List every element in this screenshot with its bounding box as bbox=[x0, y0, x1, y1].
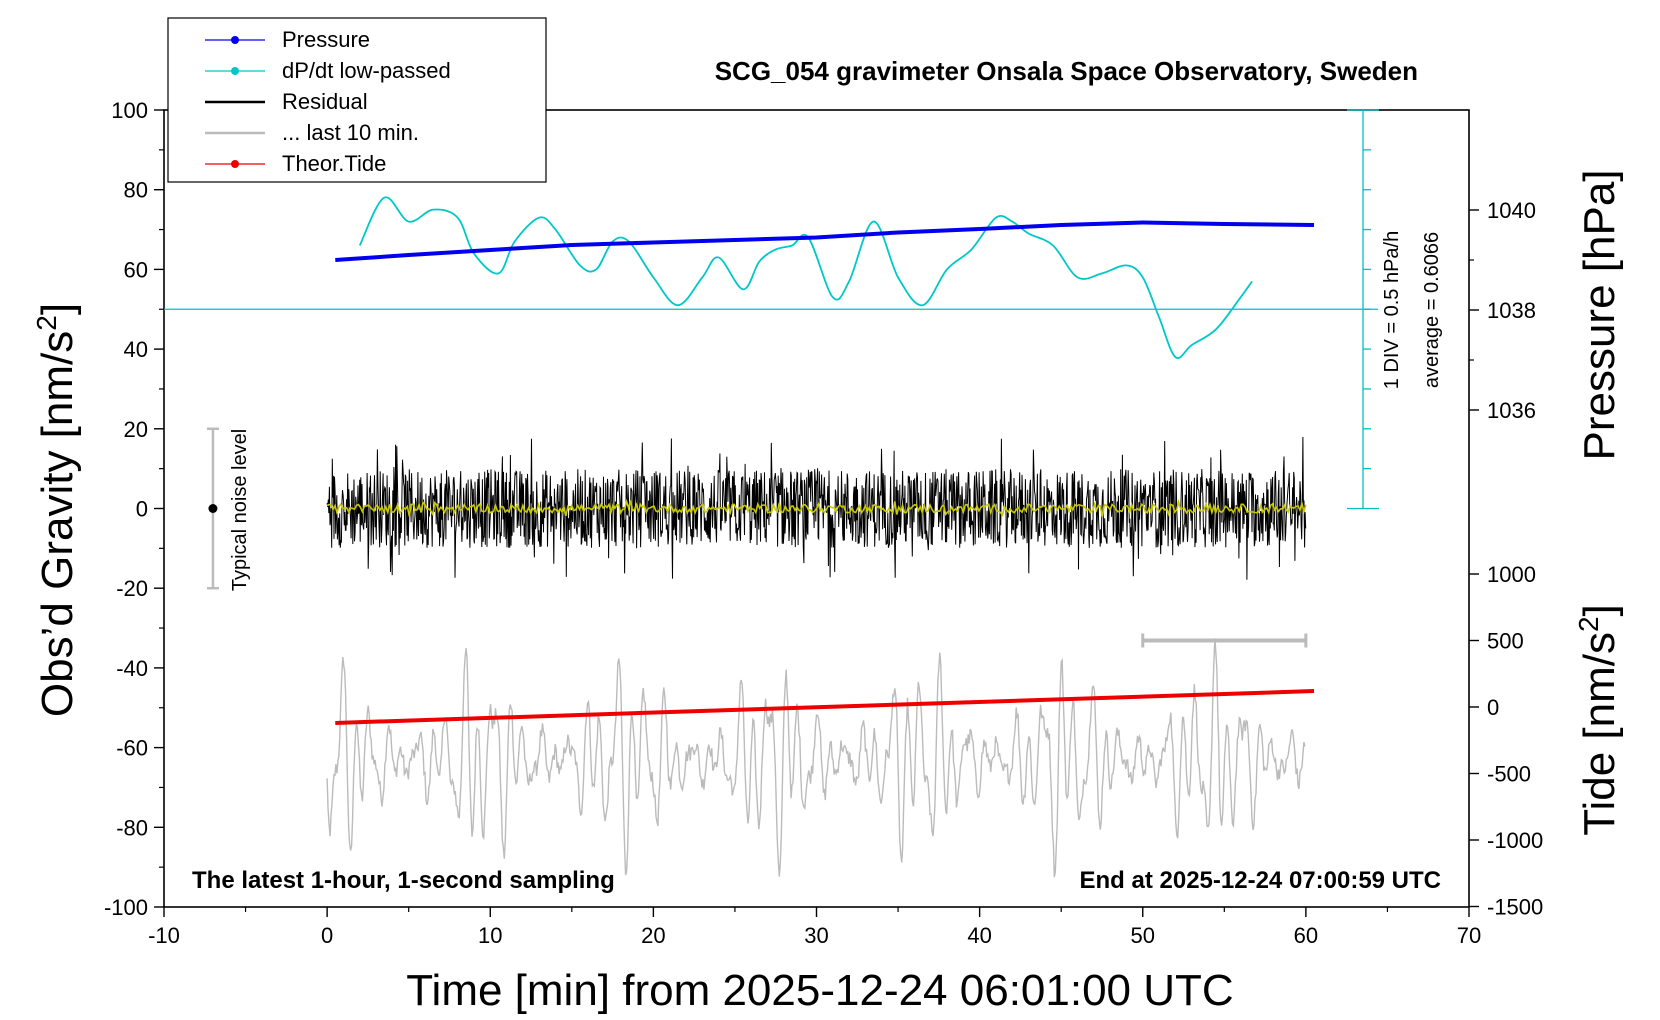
pressure-tick-label: 1036 bbox=[1487, 398, 1536, 423]
footer-right-label: End at 2025-12-24 07:00:59 UTC bbox=[1080, 867, 1442, 894]
y-tick-label: -40 bbox=[116, 656, 148, 681]
legend-label: Residual bbox=[282, 89, 368, 114]
x-tick-label: 70 bbox=[1457, 923, 1481, 948]
tide-line bbox=[335, 689, 1315, 725]
scale-div-label: 1 DIV = 0.5 hPa/h bbox=[1381, 231, 1403, 389]
y-tick-label: 80 bbox=[124, 178, 148, 203]
pressure-line bbox=[335, 220, 1315, 262]
noise-level-label: Typical noise level bbox=[229, 429, 251, 591]
pressure-axis-label: Pressure [hPa] bbox=[1575, 169, 1624, 460]
tide-tick-label: -500 bbox=[1487, 762, 1531, 787]
tide-tick-label: -1500 bbox=[1487, 895, 1543, 920]
y-tick-label: 100 bbox=[111, 98, 148, 123]
x-tick-label: 50 bbox=[1131, 923, 1155, 948]
residual-line bbox=[326, 436, 1307, 580]
dpdt-line bbox=[358, 196, 1253, 359]
y-tick-label: -20 bbox=[116, 576, 148, 601]
x-tick-label: -10 bbox=[148, 923, 180, 948]
y-axis-label: Obs’d Gravity [nm/s2] bbox=[31, 303, 82, 717]
x-tick-label: 20 bbox=[641, 923, 665, 948]
legend-label: dP/dt low-passed bbox=[282, 58, 451, 83]
legend-marker bbox=[231, 36, 239, 44]
y-tick-label: 20 bbox=[124, 417, 148, 442]
x-tick-label: 30 bbox=[804, 923, 828, 948]
x-tick-label: 0 bbox=[321, 923, 333, 948]
y-tick-label: 0 bbox=[136, 497, 148, 522]
legend: Pressure dP/dt low-passed Residual ... last… bbox=[167, 17, 547, 183]
x-tick-label: 10 bbox=[478, 923, 502, 948]
pressure-tick-label: 1038 bbox=[1487, 298, 1536, 323]
axes-layer: -10 0 10 20 30 40 50 60 70-100-80-60-40-20020406… bbox=[31, 98, 1624, 948]
footer-left-label: The latest 1-hour, 1-second sampling bbox=[192, 867, 615, 894]
series-layer bbox=[164, 109, 1379, 878]
last-10-min-line bbox=[326, 638, 1306, 878]
chart-title: SCG_054 gravimeter Onsala Space Observat… bbox=[715, 56, 1418, 86]
legend-label: Theor.Tide bbox=[282, 151, 386, 176]
tide-tick-label: 1000 bbox=[1487, 562, 1536, 587]
y-tick-label: -60 bbox=[116, 736, 148, 761]
legend-label: ... last 10 min. bbox=[282, 120, 419, 145]
residual-smoothed-line bbox=[326, 498, 1307, 518]
average-label: average = 0.6066 bbox=[1421, 232, 1443, 388]
pressure-tick-label: 1040 bbox=[1487, 198, 1536, 223]
y-tick-label: -100 bbox=[104, 895, 148, 920]
tide-tick-label: -1000 bbox=[1487, 828, 1543, 853]
x-tick-label: 40 bbox=[967, 923, 991, 948]
y-tick-label: 60 bbox=[124, 257, 148, 282]
noise-bar-center bbox=[208, 504, 218, 513]
legend-box bbox=[167, 17, 547, 183]
tide-axis-label: Tide [nm/s2] bbox=[1573, 604, 1624, 836]
tide-tick-label: 0 bbox=[1487, 695, 1499, 720]
tide-tick-label: 500 bbox=[1487, 629, 1524, 654]
legend-marker bbox=[231, 67, 239, 75]
y-tick-label: -80 bbox=[116, 815, 148, 840]
x-axis-label: Time [min] from 2025-12-24 06:01:00 UTC bbox=[406, 966, 1233, 1015]
x-tick-label: 60 bbox=[1294, 923, 1318, 948]
legend-label: Pressure bbox=[282, 27, 370, 52]
y-tick-label: 40 bbox=[124, 337, 148, 362]
legend-marker bbox=[231, 160, 239, 168]
